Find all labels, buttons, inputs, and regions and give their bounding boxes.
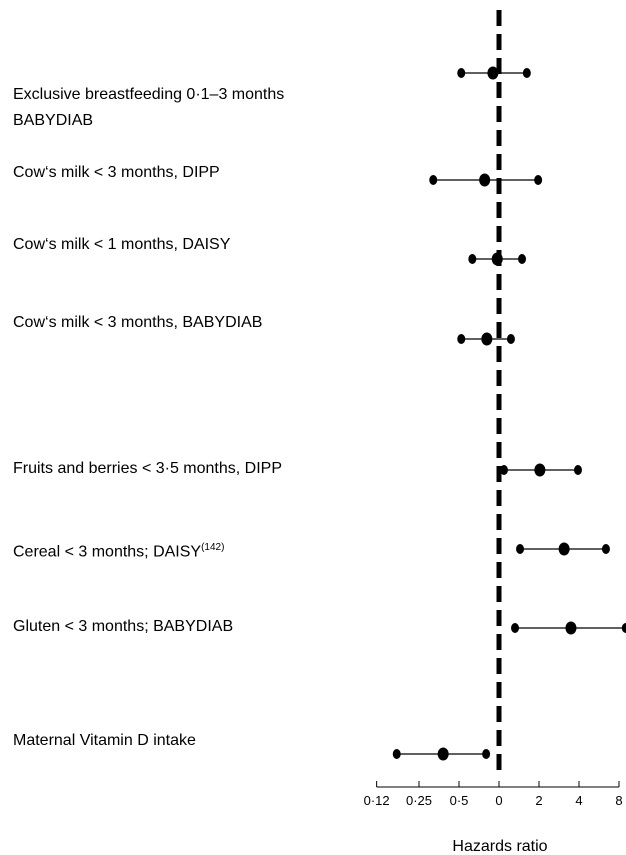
x-tick-label: 0 — [495, 793, 502, 808]
ci-upper — [621, 623, 626, 633]
row-label: Maternal Vitamin D intake — [13, 728, 358, 754]
ci-lower — [516, 544, 525, 554]
ci-lower — [457, 334, 466, 344]
row-label: Cow‘s milk < 1 months, DAISY — [13, 232, 358, 258]
reference: (142) — [201, 542, 225, 553]
ci-lower — [468, 254, 477, 264]
point-estimate — [565, 621, 577, 635]
x-axis-label: Hazards ratio — [452, 838, 547, 855]
row-label-text: Gluten < 3 months; BABYDIAB — [13, 618, 234, 635]
ci-upper — [573, 465, 582, 475]
row-label-text: Cow‘s milk < 3 months, BABYDIAB — [13, 314, 263, 331]
point-estimate — [534, 463, 546, 477]
point-estimate — [437, 747, 449, 761]
x-tick-label: 2 — [535, 793, 542, 808]
ci-lower — [499, 465, 508, 475]
ci-upper — [482, 749, 491, 759]
x-tick-label: 0·25 — [406, 793, 432, 808]
ci-upper — [522, 68, 531, 78]
row-label: Cow‘s milk < 3 months, DIPP — [13, 160, 358, 186]
point-estimate — [491, 252, 503, 266]
row-label: Exclusive breastfeeding 0·1–3 months BAB… — [13, 82, 358, 134]
ci-upper — [601, 544, 610, 554]
row-label: Cow‘s milk < 3 months, BABYDIAB — [13, 310, 358, 336]
ci-lower — [511, 623, 520, 633]
row-label: Gluten < 3 months; BABYDIAB — [13, 614, 358, 640]
row-label-text: Maternal Vitamin D intake — [13, 732, 196, 749]
row-label: Cereal < 3 months; DAISY(142) — [13, 535, 358, 565]
ci-lower — [457, 68, 466, 78]
point-estimate — [479, 173, 491, 187]
ci-upper — [506, 334, 515, 344]
ci-upper — [534, 175, 543, 185]
x-tick-label: 8 — [615, 793, 622, 808]
ci-upper — [518, 254, 527, 264]
point-estimate — [487, 66, 499, 80]
point-estimate — [558, 542, 570, 556]
row-label-text: Cow‘s milk < 1 months, DAISY — [13, 236, 231, 253]
row-label: Fruits and berries < 3·5 months, DIPP — [13, 456, 358, 482]
x-tick-label: 0·5 — [450, 793, 469, 808]
x-tick-label: 4 — [575, 793, 582, 808]
row-label-text: Exclusive breastfeeding 0·1–3 months BAB… — [13, 86, 285, 129]
x-tick-label: 0·12 — [364, 793, 390, 808]
row-label-text: Cow‘s milk < 3 months, DIPP — [13, 164, 220, 181]
row-label-text: Cereal < 3 months; DAISY — [13, 543, 202, 561]
ci-lower — [392, 749, 401, 759]
ci-lower — [429, 175, 438, 185]
row-label-text: Fruits and berries < 3·5 months, DIPP — [13, 460, 282, 477]
point-estimate — [481, 332, 493, 346]
